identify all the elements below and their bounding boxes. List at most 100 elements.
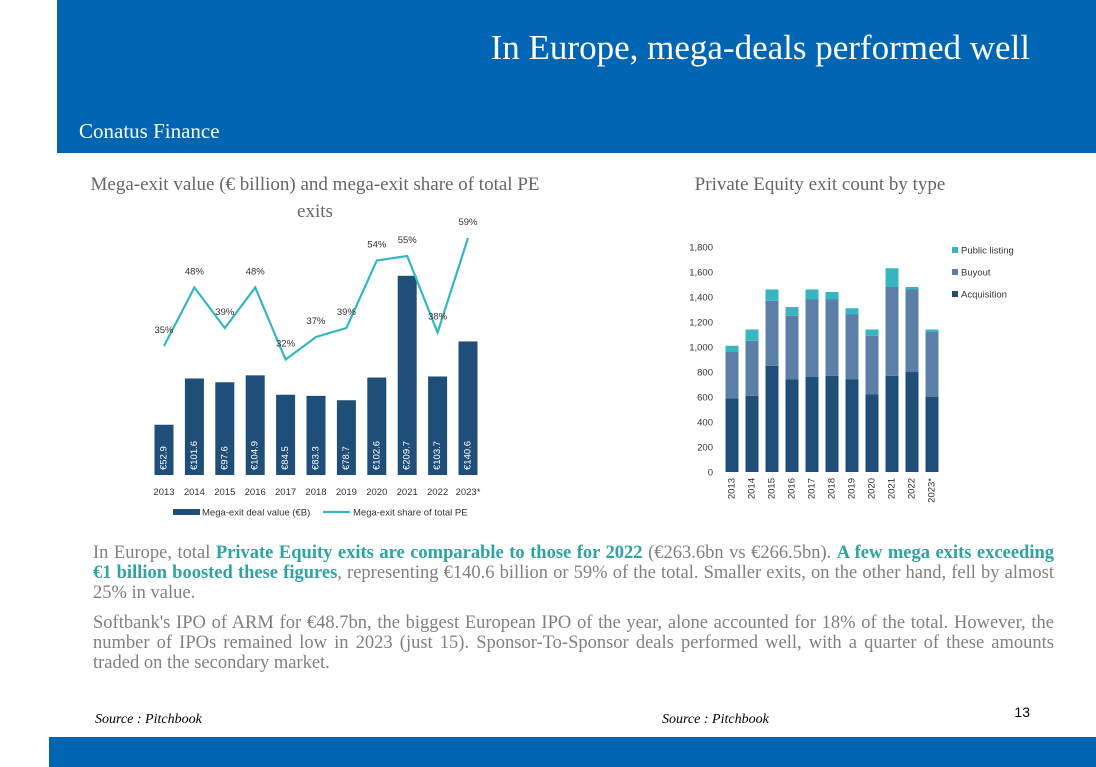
exit-bar-public-listing: [765, 289, 779, 301]
exit-bar-buyout: [725, 352, 739, 399]
header-band: In Europe, mega-deals performed well Con…: [57, 0, 1096, 153]
p1-text-2: (€263.6bn vs €266.5bn).: [642, 543, 837, 563]
share-data-label: 35%: [154, 325, 174, 336]
exit-bar-buyout: [925, 332, 939, 397]
exit-bar-acquisition: [725, 398, 739, 472]
exit-bar-buyout: [825, 299, 839, 376]
bar-value-label: €102.6: [371, 441, 382, 470]
legend-label: Acquisition: [961, 290, 1007, 301]
share-data-label: 39%: [215, 307, 235, 318]
x-tick-label: 2021: [397, 487, 418, 498]
exit-bar-public-listing: [885, 268, 899, 287]
y-tick-label: 0: [708, 468, 713, 479]
legend-label-line: Mega-exit share of total PE: [353, 508, 468, 519]
exit-bar-public-listing: [845, 308, 859, 315]
exit-bar-buyout: [785, 315, 799, 380]
exit-bar-acquisition: [785, 379, 799, 472]
x-tick-label: 2021: [887, 478, 898, 499]
exit-bar-public-listing: [805, 289, 819, 300]
bar-value-label: €104.9: [250, 441, 261, 470]
mega-exit-chart: €52.9 2013 €101.6 2014 €97.6 2015 €104.9 2016 €8…: [153, 217, 480, 519]
mega-exit-bar: [184, 378, 204, 475]
y-tick-label: 1,800: [689, 243, 713, 254]
share-data-label: 48%: [185, 267, 205, 278]
y-tick-label: 200: [697, 443, 713, 454]
share-data-label: 55%: [398, 235, 418, 246]
mega-exit-bar: [215, 382, 235, 475]
share-data-label: 39%: [337, 307, 357, 318]
legend-swatch: [952, 269, 958, 275]
p1-text-3: , representing €140.6 billion or 59% of …: [93, 563, 1055, 603]
p1-text-1: In Europe, total: [93, 543, 216, 563]
bar-value-label: €83.3: [311, 446, 322, 470]
share-data-label: 37%: [306, 316, 326, 327]
x-tick-label: 2022: [427, 487, 448, 498]
y-tick-label: 800: [697, 368, 713, 379]
exit-bar-acquisition: [905, 372, 919, 472]
x-tick-label: 2020: [867, 478, 878, 499]
exit-bar-buyout: [745, 340, 759, 396]
mega-exit-bar: [367, 377, 387, 475]
x-tick-label: 2020: [366, 487, 387, 498]
mega-exit-bar: [276, 394, 296, 475]
y-tick-label: 600: [697, 393, 713, 404]
y-tick-label: 1,400: [689, 293, 713, 304]
exit-bar-public-listing: [865, 329, 879, 336]
bar-value-label: €52.9: [159, 446, 170, 470]
x-tick-label: 2015: [214, 487, 235, 498]
page-number: 13: [1014, 704, 1030, 720]
bar-value-label: €140.6: [463, 441, 474, 470]
exit-bar-acquisition: [865, 394, 879, 472]
y-tick-label: 400: [697, 418, 713, 429]
source-left: Source : Pitchbook: [95, 712, 202, 727]
exit-bar-acquisition: [805, 377, 819, 472]
brand-name: Conatus Finance: [79, 119, 220, 143]
share-data-label: 32%: [276, 339, 296, 350]
exit-bar-acquisition: [825, 375, 839, 472]
exit-bar-buyout: [865, 335, 879, 395]
mega-exit-share-line: [163, 237, 470, 362]
exit-bar-buyout: [845, 314, 859, 380]
legend-swatch-bar: [173, 509, 200, 515]
share-data-label: 48%: [246, 267, 266, 278]
left-chart-title: Mega-exit value (€ billion) and mega-exi…: [90, 174, 540, 222]
source-right: Source : Pitchbook: [662, 712, 769, 727]
right-chart-title: Private Equity exit count by type: [694, 174, 946, 195]
legend-swatch: [952, 291, 958, 297]
x-tick-label: 2015: [767, 478, 778, 499]
exit-bar-buyout: [905, 289, 919, 372]
mega-exit-bar: [458, 341, 478, 475]
p1-highlight-1: Private Equity exits are comparable to t…: [215, 543, 643, 563]
p1-highlight-2: A few mega exits exceeding €1 billion bo…: [93, 543, 1054, 583]
y-tick-label: 1,200: [689, 318, 713, 329]
x-tick-label: 2023*: [927, 478, 938, 503]
exit-bar-acquisition: [765, 365, 779, 472]
y-tick-label: 1,600: [689, 268, 713, 279]
exit-bar-public-listing: [745, 329, 759, 341]
mega-exit-bar: [397, 275, 417, 475]
exit-bar-acquisition: [885, 375, 899, 472]
mega-exit-bar: [428, 376, 448, 475]
x-tick-label: 2017: [807, 478, 818, 499]
bar-value-label: €101.6: [189, 441, 200, 470]
x-tick-label: 2014: [747, 478, 758, 499]
x-tick-label: 2014: [184, 487, 205, 498]
body-text: In Europe, total Private Equity exits ar…: [93, 543, 1054, 683]
exit-bar-buyout: [885, 287, 899, 376]
bar-value-label: €78.7: [341, 446, 352, 470]
mega-exit-bar: [245, 375, 265, 475]
x-tick-label: 2013: [727, 478, 738, 499]
slide-title: In Europe, mega-deals performed well: [490, 28, 1030, 67]
exit-bar-public-listing: [785, 307, 799, 316]
exit-bar-acquisition: [745, 395, 759, 472]
exit-bar-acquisition: [845, 379, 859, 472]
x-tick-label: 2022: [907, 478, 918, 499]
bar-value-label: €84.5: [280, 446, 291, 470]
exit-bar-public-listing: [905, 287, 919, 290]
exit-bar-public-listing: [825, 292, 839, 300]
x-tick-label: 2019: [336, 487, 357, 498]
x-tick-label: 2016: [787, 478, 798, 499]
x-tick-label: 2019: [847, 478, 858, 499]
exit-bar-public-listing: [925, 329, 939, 332]
y-tick-label: 1,000: [689, 343, 713, 354]
